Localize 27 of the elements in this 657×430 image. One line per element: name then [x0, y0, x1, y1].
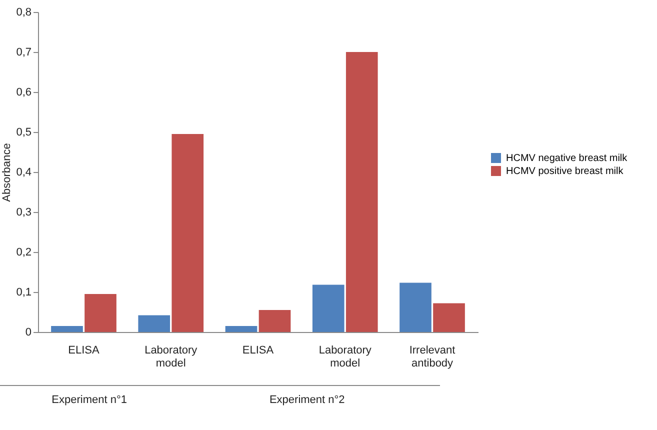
- bar: [346, 52, 378, 332]
- bar: [400, 282, 432, 332]
- y-tick-label: 0: [25, 326, 32, 338]
- y-tick-label: 0,2: [16, 246, 32, 258]
- bar: [51, 326, 83, 332]
- bar: [138, 315, 170, 332]
- y-tick-label: 0,3: [16, 206, 32, 218]
- bar: [433, 303, 465, 332]
- bar: [312, 284, 344, 332]
- x-tick-label: Irrelevant antibody: [409, 344, 456, 370]
- x-tick-label: Laboratory model: [318, 344, 372, 370]
- y-tick-label: 0,5: [16, 126, 32, 138]
- bar: [84, 294, 116, 332]
- legend-label: HCMV negative breast milk: [506, 153, 628, 164]
- bar: [225, 326, 258, 332]
- bar: [258, 310, 291, 332]
- x-tick-label: ELISA: [68, 344, 100, 356]
- y-tick-label: 0,8: [16, 6, 32, 18]
- x-tick-label: Laboratory model: [144, 344, 198, 370]
- bar: [172, 134, 204, 332]
- y-tick-label: 0,7: [16, 46, 32, 58]
- y-tick-label: 0,4: [16, 166, 32, 178]
- legend-label: HCMV positive breast milk: [506, 166, 624, 177]
- y-tick-label: 0,6: [16, 86, 32, 98]
- y-tick-label: 0,1: [16, 286, 32, 298]
- x-tick-label: ELISA: [242, 344, 274, 356]
- y-axis-title: Absorbance: [1, 143, 14, 202]
